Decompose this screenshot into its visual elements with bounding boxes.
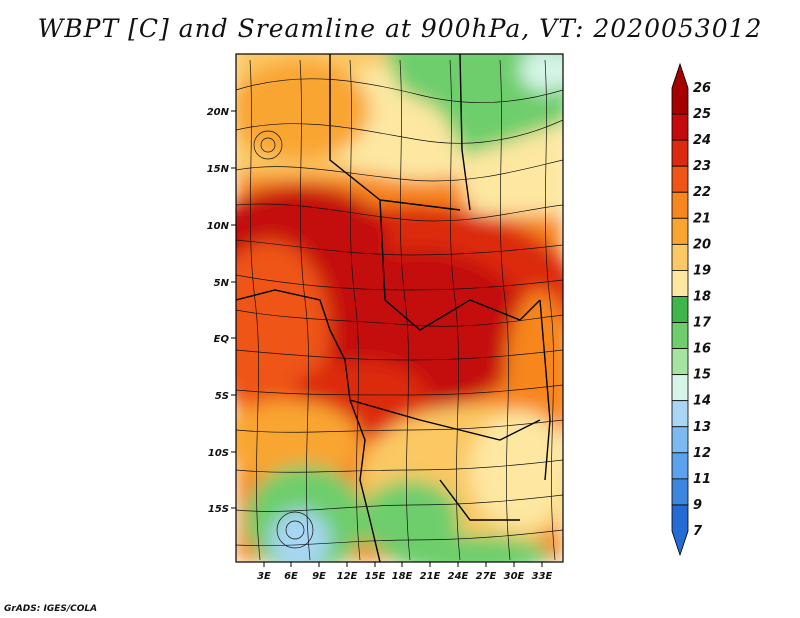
lat-label: 10N [207,221,230,232]
map-frame [235,53,564,563]
colorbar-label: 9 [693,498,702,513]
lat-label: EQ [214,334,230,345]
lat-label: 10S [208,448,229,459]
lon-label: 6E [284,571,298,582]
colorbar-swatch [671,270,689,297]
lon-label: 9E [312,571,326,582]
longitude-labels: 3E 6E 9E 12E 15E 18E 21E 24E 27E 30E 33E [257,571,552,582]
streamlines [236,59,563,561]
lon-label: 3E [257,571,271,582]
lon-label: 15E [365,571,386,582]
colorbar-label: 20 [693,237,711,252]
lon-label: 27E [476,571,497,582]
colorbar-swatch [671,139,689,167]
colorbar-swatch [671,296,689,323]
colorbar-label: 12 [693,446,711,461]
grads-credit: GrADS: IGES/COLA [4,604,98,614]
colorbar-swatch [671,504,689,557]
colorbar-swatch [671,243,689,271]
lon-label: 18E [392,571,413,582]
colorbar-label: 17 [693,316,712,331]
colorbar-label: 25 [693,107,711,122]
colorbar-label: 22 [693,185,711,200]
lon-label: 30E [504,571,525,582]
colorbar-label: 15 [693,368,711,383]
lon-label: 21E [420,571,441,582]
lat-label: 5S [215,391,229,402]
colorbar-label: 14 [693,394,711,409]
colorbar-label: 7 [693,524,703,539]
colorbar-swatch [671,217,689,245]
axis-ticks [231,110,543,567]
colorbar-label: 24 [693,133,711,148]
lat-label: 5N [214,278,230,289]
lon-label: 12E [337,571,358,582]
colorbar-label: 21 [693,211,711,226]
colorbar-label: 13 [693,420,711,435]
colorbar-label: 19 [693,263,711,278]
lon-label: 24E [448,571,469,582]
colorbar-swatch [671,113,689,141]
lat-label: 15S [208,504,229,515]
colorbar-swatch [671,62,689,115]
colorbar-label: 26 [693,81,711,96]
lat-label: 20N [207,107,230,118]
map-title: WBPT [C] and Sreamline at 900hPa, VT: 20… [37,14,763,43]
colorbar-swatch [671,374,689,402]
colorbar-label: 18 [693,289,711,304]
lat-label: 15N [207,164,230,175]
colorbar-swatch [671,400,689,428]
colorbar-swatch [671,348,689,376]
colorbar-swatch [671,452,689,480]
colorbar: 26 25 24 23 22 21 20 19 18 17 16 15 14 13 12 11 9 7 [671,62,712,557]
colorbar-swatch [671,191,689,219]
temperature-field [236,54,563,562]
colorbar-label: 23 [693,159,711,174]
colorbar-swatch [671,426,689,454]
lon-label: 33E [532,571,553,582]
colorbar-swatch [671,322,689,349]
latitude-labels: 20N 15N 10N 5N EQ 5S 10S 15S [207,107,230,515]
colorbar-label: 11 [693,472,711,487]
colorbar-label: 16 [693,342,711,357]
colorbar-swatch [671,165,689,193]
country-borders [236,54,551,562]
colorbar-swatch [671,478,689,506]
